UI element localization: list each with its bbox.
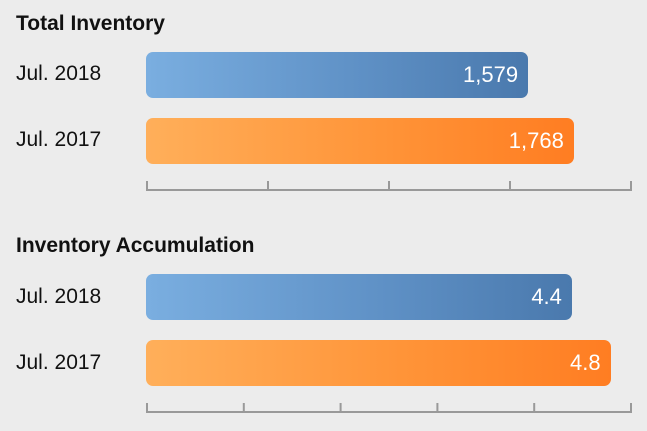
- x-axis: [146, 181, 632, 191]
- category-label-jul-2018: Jul. 2018: [16, 62, 102, 85]
- chart-title: Total Inventory: [16, 12, 165, 35]
- category-label-jul-2017: Jul. 2017: [16, 128, 102, 151]
- bar-value-label: 1,579: [463, 62, 519, 87]
- bar-value-label: 4.4: [531, 284, 562, 309]
- category-label-jul-2018: Jul. 2018: [16, 285, 102, 308]
- bar-jul-2017: 1,768: [146, 118, 574, 164]
- bar-value-label: 1,768: [508, 128, 564, 153]
- bar-value-label: 4.8: [570, 350, 601, 375]
- bar-jul-2018: 4.4: [146, 274, 572, 320]
- x-axis: [146, 403, 632, 413]
- chart-title: Inventory Accumulation: [16, 234, 255, 257]
- category-label-jul-2017: Jul. 2017: [16, 351, 102, 374]
- bar-jul-2017: 4.8: [146, 340, 611, 386]
- bar-jul-2018: 1,579: [146, 52, 529, 98]
